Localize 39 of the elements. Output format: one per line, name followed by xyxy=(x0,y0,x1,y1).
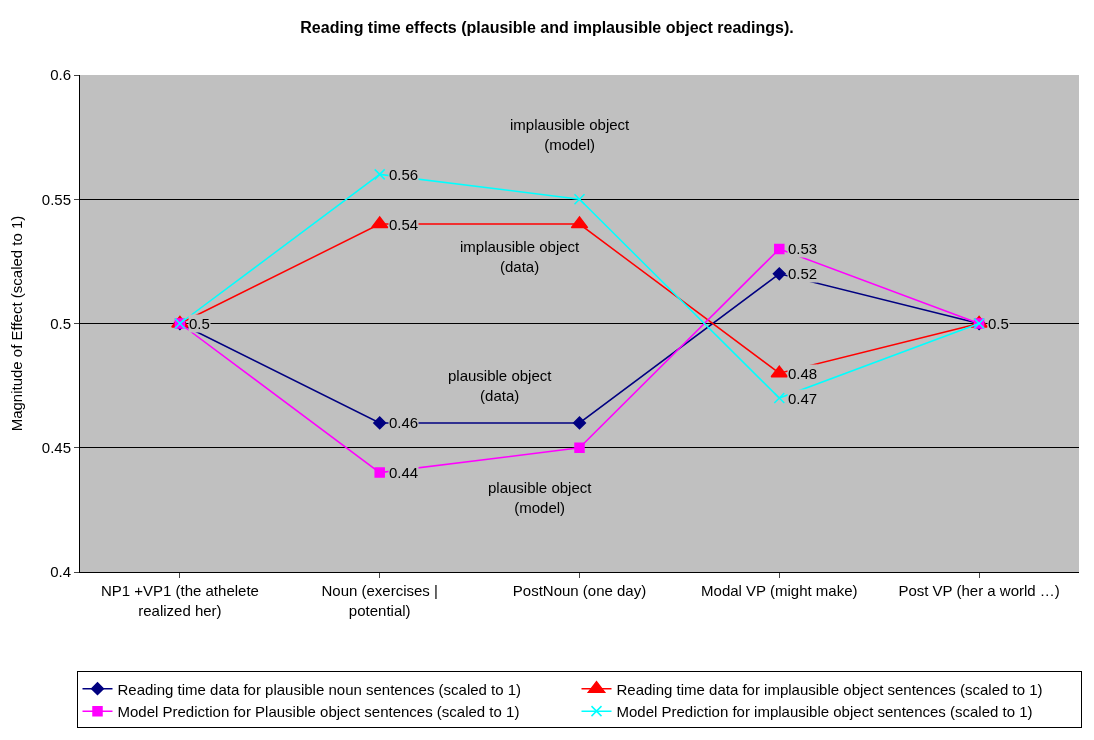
x-tick-label: NP1 +VP1 (the athelete realized her) xyxy=(100,582,259,619)
y-tick-label: 0.4 xyxy=(50,563,71,581)
x-tick-label: Noun (exercises | potential) xyxy=(321,582,438,619)
point xyxy=(772,267,786,281)
annotation: plausible object (data) xyxy=(448,367,553,404)
x-tick-label: Modal VP (might make) xyxy=(701,582,858,599)
point xyxy=(373,416,387,430)
data-label: 0.44 xyxy=(389,464,419,481)
annotation: plausible object (model) xyxy=(488,479,593,516)
point xyxy=(773,392,786,404)
legend-label: Model Prediction for implausible object sentences (scaled to 1) xyxy=(616,703,1033,720)
annotation: implausible object (model) xyxy=(510,116,631,153)
legend-label: Model Prediction for Plausible object sentences (scaled to 1) xyxy=(117,703,520,720)
data-label: 0.5 xyxy=(988,315,1009,332)
y-tick-label: 0.55 xyxy=(41,190,71,208)
data-label: 0.48 xyxy=(788,365,818,382)
chart-title: Reading time effects (plausible and implausible object readings). xyxy=(300,19,794,37)
x-tick-label: Post VP (her a world …) xyxy=(898,582,1060,599)
data-label: 0.47 xyxy=(788,390,818,407)
y-tick-label: 0.5 xyxy=(50,314,71,332)
x-tick-label: PostNoun (one day) xyxy=(512,582,647,599)
annotation: implausible object (data) xyxy=(460,238,581,275)
data-label: 0.46 xyxy=(389,414,419,431)
y-tick-label: 0.6 xyxy=(50,66,71,84)
legend-label: Reading time data for implausible object sentences (scaled to 1) xyxy=(616,680,1043,698)
data-label: 0.56 xyxy=(389,166,419,183)
legend-label: Reading time data for plausible noun sentences (scaled to 1) xyxy=(117,680,522,698)
data-label: 0.54 xyxy=(389,216,419,233)
data-label: 0.53 xyxy=(788,240,818,257)
y-tick-label: 0.45 xyxy=(41,439,71,456)
y-axis-title: Magnitude of Effect (scaled to 1) xyxy=(8,215,26,432)
point xyxy=(774,243,785,255)
data-label: 0.5 xyxy=(189,315,210,332)
point xyxy=(374,467,385,478)
point xyxy=(572,416,587,430)
data-label: 0.52 xyxy=(788,265,818,282)
point xyxy=(373,168,386,181)
point xyxy=(574,442,585,453)
point xyxy=(573,193,586,205)
